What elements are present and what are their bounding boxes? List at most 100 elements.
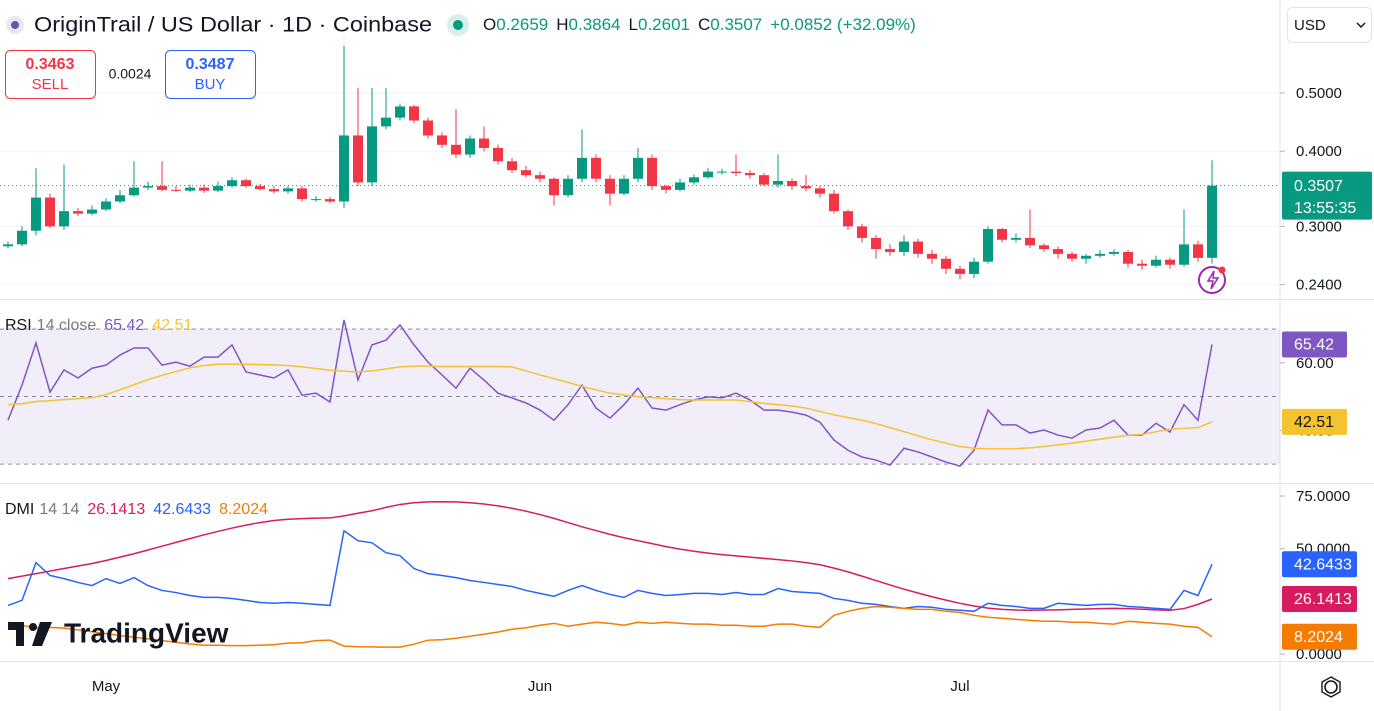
ohlc-value: 0.3864: [569, 15, 621, 34]
buy-price: 0.3487: [186, 56, 235, 73]
settings-button[interactable]: [1324, 680, 1338, 694]
legend-value: 26.1413: [87, 501, 145, 518]
candle-body: [1137, 263, 1147, 266]
candle-body: [689, 177, 699, 183]
indicator-legend: RSI 14 close 65.42 42.51: [5, 317, 192, 334]
indicator-line: [7, 605, 1213, 648]
candle-body: [647, 157, 657, 187]
candle-body: [969, 261, 979, 274]
legend-value: 8.2024: [219, 501, 268, 518]
candle-body: [185, 187, 195, 191]
y-tick-label: 60.00: [1296, 355, 1334, 372]
sell-price: 0.3463: [26, 56, 75, 73]
candle-body: [311, 199, 321, 201]
candle-body: [899, 241, 909, 252]
candle-body: [717, 171, 727, 173]
candle-body: [1151, 259, 1161, 266]
candle-body: [1039, 245, 1049, 250]
axis-badge-label: 65.42: [1294, 337, 1334, 354]
candle-body: [353, 135, 363, 183]
currency-select[interactable]: [1287, 7, 1372, 43]
candle-body: [913, 241, 923, 254]
candle-body: [45, 197, 55, 227]
logo-mark: [29, 623, 37, 631]
candle-body: [983, 228, 993, 262]
ohlc-label: L: [629, 15, 638, 34]
logo: TradingView: [8, 617, 229, 648]
candle-body: [143, 186, 153, 188]
candle-body: [1095, 253, 1105, 256]
candle-body: [409, 106, 419, 121]
candle-body: [1011, 237, 1021, 240]
x-tick-label: Jun: [528, 678, 552, 695]
candle-body: [199, 187, 209, 191]
candle-body: [1123, 251, 1133, 264]
y-tick-label: 0.0000: [1296, 646, 1342, 663]
logo-text: TradingView: [64, 617, 229, 648]
candle-body: [773, 180, 783, 185]
candle-body: [927, 253, 937, 259]
candle-body: [325, 199, 335, 202]
indicator-params: 14 close: [37, 317, 97, 334]
candle-body: [829, 193, 839, 212]
candle-body: [745, 173, 755, 176]
sell-button[interactable]: [5, 50, 96, 99]
indicator-name: DMI: [5, 501, 34, 518]
currency-caret: [1356, 22, 1366, 29]
indicator-line: [7, 500, 1213, 612]
candle-body: [493, 148, 503, 162]
candle-body: [591, 157, 601, 179]
indicator-line: [7, 363, 1213, 450]
indicator-line: [7, 319, 1213, 467]
axis-badge-label: 42.51: [1294, 414, 1334, 431]
candle-body: [101, 201, 111, 210]
indicator-params: 14 14: [39, 501, 79, 518]
overlay: OriginTrail / US Dollar · 1D · Coinbase …: [0, 4, 1372, 698]
candle-body: [731, 171, 741, 174]
axis-badge-label: 8.2024: [1294, 629, 1343, 646]
buy-button[interactable]: [165, 50, 256, 99]
candle-body: [633, 157, 643, 179]
candle-body: [1207, 185, 1217, 258]
header-backdrop: [0, 4, 980, 46]
candle-body: [997, 228, 1007, 240]
candle-body: [955, 268, 965, 274]
settings-icon: [1321, 676, 1341, 698]
candle-body: [549, 178, 559, 196]
candle-body: [619, 178, 629, 194]
candle-body: [115, 195, 125, 202]
candle-body: [661, 186, 671, 190]
currency-label: USD: [1294, 17, 1326, 34]
ohlc-value: 0.3507: [710, 15, 762, 34]
candle-body: [283, 188, 293, 192]
indicator-name: RSI: [5, 317, 32, 334]
candle-body: [1165, 259, 1175, 265]
candle-body: [605, 178, 615, 194]
ohlc-legend: O0.2659 H0.3864 L0.2601 C0.3507 +0.0852 (+32…: [483, 15, 916, 34]
candle-body: [157, 186, 167, 190]
candle-body: [759, 175, 769, 185]
candle-body: [31, 197, 41, 231]
logo-mark: [32, 622, 52, 646]
x-tick-label: Jul: [950, 678, 969, 695]
candle-body: [297, 188, 307, 200]
candle-body: [451, 144, 461, 155]
candle-body: [675, 182, 685, 190]
candle-body: [871, 237, 881, 250]
candle-body: [577, 157, 587, 179]
y-tick-label: 75.0000: [1296, 488, 1350, 505]
ohlc-value: 0.2601: [638, 15, 690, 34]
axis-badge: [1282, 408, 1347, 435]
sell-label: SELL: [32, 76, 69, 93]
candle-body: [1193, 244, 1203, 258]
candle-body: [17, 230, 27, 245]
axis-badge: [1282, 331, 1347, 358]
event-icon[interactable]: [1198, 266, 1226, 294]
y-tick-label: 0.5000: [1296, 85, 1342, 102]
axis-badge-label: 42.6433: [1294, 556, 1352, 573]
candle-body: [1053, 249, 1063, 254]
candle-body: [1025, 237, 1035, 246]
y-tick-label: 0.3000: [1296, 218, 1342, 235]
